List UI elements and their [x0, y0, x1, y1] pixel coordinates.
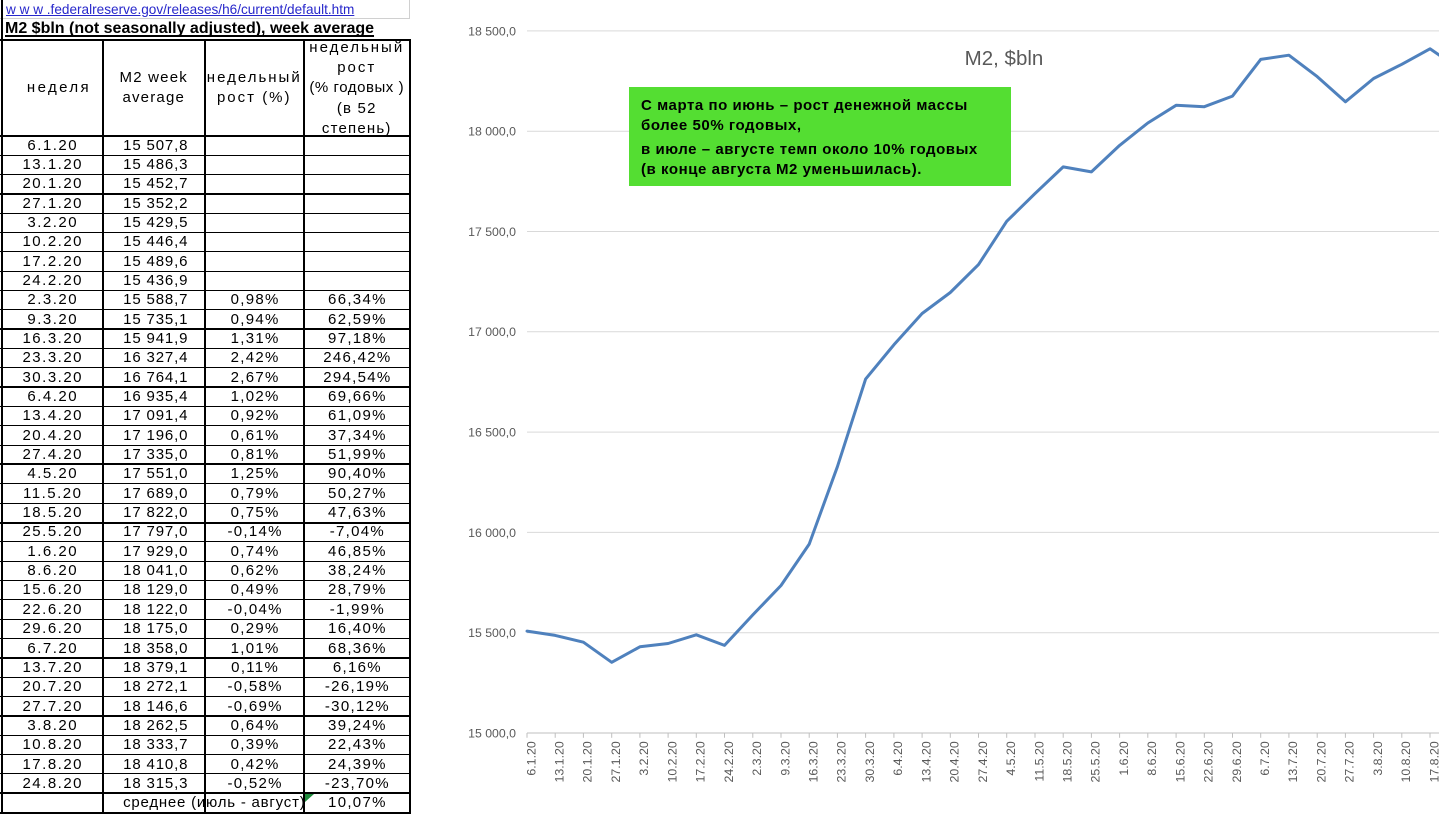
- svg-text:2.3.20: 2.3.20: [750, 741, 764, 776]
- svg-text:10.2.20: 10.2.20: [665, 741, 679, 782]
- svg-text:11.5.20: 11.5.20: [1032, 741, 1046, 782]
- svg-text:17.8.20: 17.8.20: [1427, 741, 1439, 782]
- svg-text:16.3.20: 16.3.20: [807, 741, 821, 782]
- svg-text:13.7.20: 13.7.20: [1286, 741, 1300, 782]
- svg-text:13.1.20: 13.1.20: [553, 741, 567, 782]
- svg-text:18 000,0: 18 000,0: [468, 125, 516, 139]
- svg-text:3.8.20: 3.8.20: [1371, 741, 1385, 776]
- svg-text:18 500,0: 18 500,0: [468, 24, 516, 38]
- svg-text:1.6.20: 1.6.20: [1117, 741, 1131, 776]
- svg-text:9.3.20: 9.3.20: [778, 741, 792, 776]
- svg-text:6.7.20: 6.7.20: [1258, 741, 1272, 776]
- svg-text:3.2.20: 3.2.20: [637, 741, 651, 776]
- svg-text:27.7.20: 27.7.20: [1343, 741, 1357, 782]
- svg-text:27.4.20: 27.4.20: [976, 741, 990, 782]
- svg-text:8.6.20: 8.6.20: [1145, 741, 1159, 776]
- svg-text:M2, $bln: M2, $bln: [965, 47, 1044, 70]
- svg-text:16 500,0: 16 500,0: [468, 426, 516, 440]
- svg-text:18.5.20: 18.5.20: [1061, 741, 1075, 782]
- svg-text:17 000,0: 17 000,0: [468, 325, 516, 339]
- svg-text:23.3.20: 23.3.20: [835, 741, 849, 782]
- svg-text:4.5.20: 4.5.20: [1004, 741, 1018, 776]
- svg-text:17.2.20: 17.2.20: [694, 741, 708, 782]
- svg-text:24.2.20: 24.2.20: [722, 741, 736, 782]
- svg-text:17 500,0: 17 500,0: [468, 225, 516, 239]
- svg-text:16 000,0: 16 000,0: [468, 526, 516, 540]
- svg-text:6.4.20: 6.4.20: [891, 741, 905, 776]
- svg-text:30.3.20: 30.3.20: [863, 741, 877, 782]
- svg-text:20.4.20: 20.4.20: [948, 741, 962, 782]
- svg-text:10.8.20: 10.8.20: [1399, 741, 1413, 782]
- svg-text:15 500,0: 15 500,0: [468, 626, 516, 640]
- svg-text:15.6.20: 15.6.20: [1173, 741, 1187, 782]
- svg-text:29.6.20: 29.6.20: [1230, 741, 1244, 782]
- svg-text:22.6.20: 22.6.20: [1202, 741, 1216, 782]
- svg-text:6.1.20: 6.1.20: [524, 741, 538, 776]
- svg-text:25.5.20: 25.5.20: [1089, 741, 1103, 782]
- svg-text:13.4.20: 13.4.20: [919, 741, 933, 782]
- svg-text:20.1.20: 20.1.20: [581, 741, 595, 782]
- svg-text:20.7.20: 20.7.20: [1315, 741, 1329, 782]
- svg-text:15 000,0: 15 000,0: [468, 726, 516, 740]
- svg-text:27.1.20: 27.1.20: [609, 741, 623, 782]
